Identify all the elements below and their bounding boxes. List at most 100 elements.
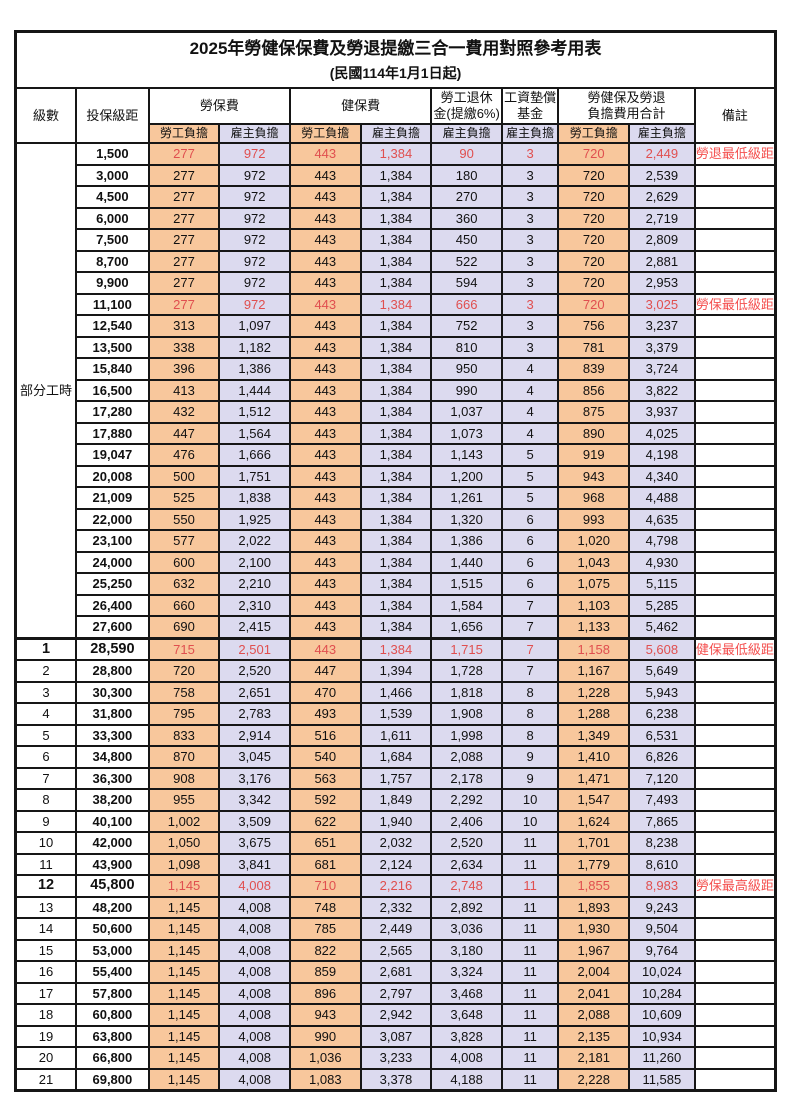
labor-employer-cell: 1,564 <box>218 421 291 445</box>
health-employee-cell: 443 <box>288 636 362 661</box>
labor-employee-cell: 795 <box>147 702 221 726</box>
labor-employer-cell: 972 <box>218 185 291 209</box>
labor-employee-cell: 758 <box>147 680 221 704</box>
salary-cell: 1,500 <box>75 142 150 166</box>
table-row: 17,880 447 1,564 443 1,384 1,073 4 890 4,025 <box>16 421 777 445</box>
level-cell: 20 <box>14 1046 78 1070</box>
total-employee-cell: 2,228 <box>557 1067 631 1092</box>
salary-cell: 66,800 <box>75 1046 150 1070</box>
health-employee-cell: 443 <box>288 572 362 596</box>
health-employer-cell: 2,681 <box>359 960 433 984</box>
total-employee-cell: 1,288 <box>557 702 631 726</box>
health-employee-cell: 443 <box>288 615 362 639</box>
health-employee-cell: 943 <box>288 1003 362 1027</box>
labor-employee-cell: 277 <box>147 249 221 273</box>
health-employee-cell: 681 <box>288 852 362 876</box>
total-employee-cell: 720 <box>557 271 631 295</box>
level-cell: 3 <box>14 680 78 704</box>
table-row: 6 34,800 870 3,045 540 1,684 2,088 9 1,410 6,826 <box>14 745 777 769</box>
health-employer-cell: 1,384 <box>359 185 433 209</box>
health-employer-cell: 2,449 <box>359 917 433 941</box>
labor-employer-cell: 3,176 <box>218 766 291 790</box>
remark-cell <box>693 981 777 1005</box>
pension-employer-cell: 2,748 <box>430 874 503 898</box>
health-employer-cell: 2,124 <box>359 852 433 876</box>
wage-fund-employer-cell: 3 <box>500 335 560 359</box>
labor-employer-cell: 4,008 <box>218 895 291 919</box>
table-row: 4 31,800 795 2,783 493 1,539 1,908 8 1,288 6,238 <box>14 702 777 726</box>
salary-cell: 24,000 <box>75 550 150 574</box>
labor-employer-cell: 1,838 <box>218 486 291 510</box>
labor-employee-cell: 1,145 <box>147 938 221 962</box>
remark-cell <box>693 1046 777 1070</box>
total-employee-cell: 720 <box>557 185 631 209</box>
table-row: 13,500 338 1,182 443 1,384 810 3 781 3,379 <box>16 335 777 359</box>
col-header-wage-fund: 工資墊償 基金 <box>500 87 560 125</box>
total-employee-cell: 968 <box>557 486 631 510</box>
salary-cell: 40,100 <box>75 809 150 833</box>
page-subtitle: (民國114年1月1日起) <box>329 65 462 81</box>
wage-fund-employer-cell: 4 <box>500 357 560 381</box>
pension-employer-cell: 2,292 <box>430 788 503 812</box>
health-employer-cell: 2,565 <box>359 938 433 962</box>
labor-employer-cell: 2,783 <box>218 702 291 726</box>
health-employer-cell: 1,384 <box>359 163 433 187</box>
wage-fund-employer-cell: 4 <box>500 421 560 445</box>
labor-employee-cell: 550 <box>147 507 221 531</box>
total-employer-cell: 3,822 <box>628 378 696 402</box>
pension-employer-cell: 1,908 <box>430 702 503 726</box>
remark-cell <box>693 788 777 812</box>
labor-employee-cell: 396 <box>147 357 221 381</box>
total-employee-cell: 1,228 <box>557 680 631 704</box>
labor-employee-cell: 690 <box>147 615 221 639</box>
total-employee-cell: 1,855 <box>557 874 631 898</box>
total-employer-cell: 4,198 <box>628 443 696 467</box>
remark-cell <box>693 314 777 338</box>
wage-fund-employer-cell: 3 <box>500 228 560 252</box>
total-employee-cell: 1,103 <box>557 593 631 617</box>
labor-employee-cell: 577 <box>147 529 221 553</box>
salary-cell: 50,600 <box>75 917 150 941</box>
col-header-remark: 備註 <box>693 87 777 144</box>
labor-employee-cell: 476 <box>147 443 221 467</box>
total-employee-cell: 1,701 <box>557 831 631 855</box>
labor-employee-cell: 1,145 <box>147 1003 221 1027</box>
table-row: 18 60,800 1,145 4,008 943 2,942 3,648 11 2,088 10… <box>14 1003 777 1027</box>
remark-cell <box>693 163 777 187</box>
labor-employer-cell: 2,501 <box>218 636 291 661</box>
remark-cell <box>693 938 777 962</box>
labor-employee-cell: 525 <box>147 486 221 510</box>
labor-employer-cell: 972 <box>218 249 291 273</box>
title-row: 2025年勞健保保費及勞退提繳三合一費用對照參考用表 (民國114年1月1日起) <box>14 30 777 89</box>
total-employee-cell: 2,135 <box>557 1024 631 1048</box>
pension-employer-cell: 3,036 <box>430 917 503 941</box>
remark-cell <box>693 659 777 683</box>
remark-cell <box>693 378 777 402</box>
remark-cell <box>693 400 777 424</box>
total-employer-cell: 2,539 <box>628 163 696 187</box>
table-row: 19 63,800 1,145 4,008 990 3,087 3,828 11 2,135 10… <box>14 1024 777 1048</box>
labor-employer-cell: 972 <box>218 228 291 252</box>
level-cell: 1 <box>14 636 78 661</box>
wage-fund-employer-cell: 3 <box>500 314 560 338</box>
salary-cell: 48,200 <box>75 895 150 919</box>
labor-employee-cell: 660 <box>147 593 221 617</box>
remark-cell <box>693 335 777 359</box>
health-employer-cell: 1,611 <box>359 723 433 747</box>
total-employee-cell: 781 <box>557 335 631 359</box>
level-cell: 8 <box>14 788 78 812</box>
wage-fund-employer-cell: 5 <box>500 443 560 467</box>
wage-fund-employer-cell: 6 <box>500 572 560 596</box>
health-employer-cell: 1,757 <box>359 766 433 790</box>
total-employee-cell: 919 <box>557 443 631 467</box>
total-employer-cell: 7,493 <box>628 788 696 812</box>
health-employer-cell: 3,378 <box>359 1067 433 1092</box>
pension-employer-cell: 594 <box>430 271 503 295</box>
pension-employer-cell: 1,073 <box>430 421 503 445</box>
total-employer-cell: 2,449 <box>628 142 696 166</box>
subheader-health-employee: 勞工負擔 <box>288 123 362 144</box>
table-row: 14 50,600 1,145 4,008 785 2,449 3,036 11 1,930 9,… <box>14 917 777 941</box>
pension-employer-cell: 990 <box>430 378 503 402</box>
health-employer-cell: 1,384 <box>359 271 433 295</box>
total-employee-cell: 720 <box>557 206 631 230</box>
